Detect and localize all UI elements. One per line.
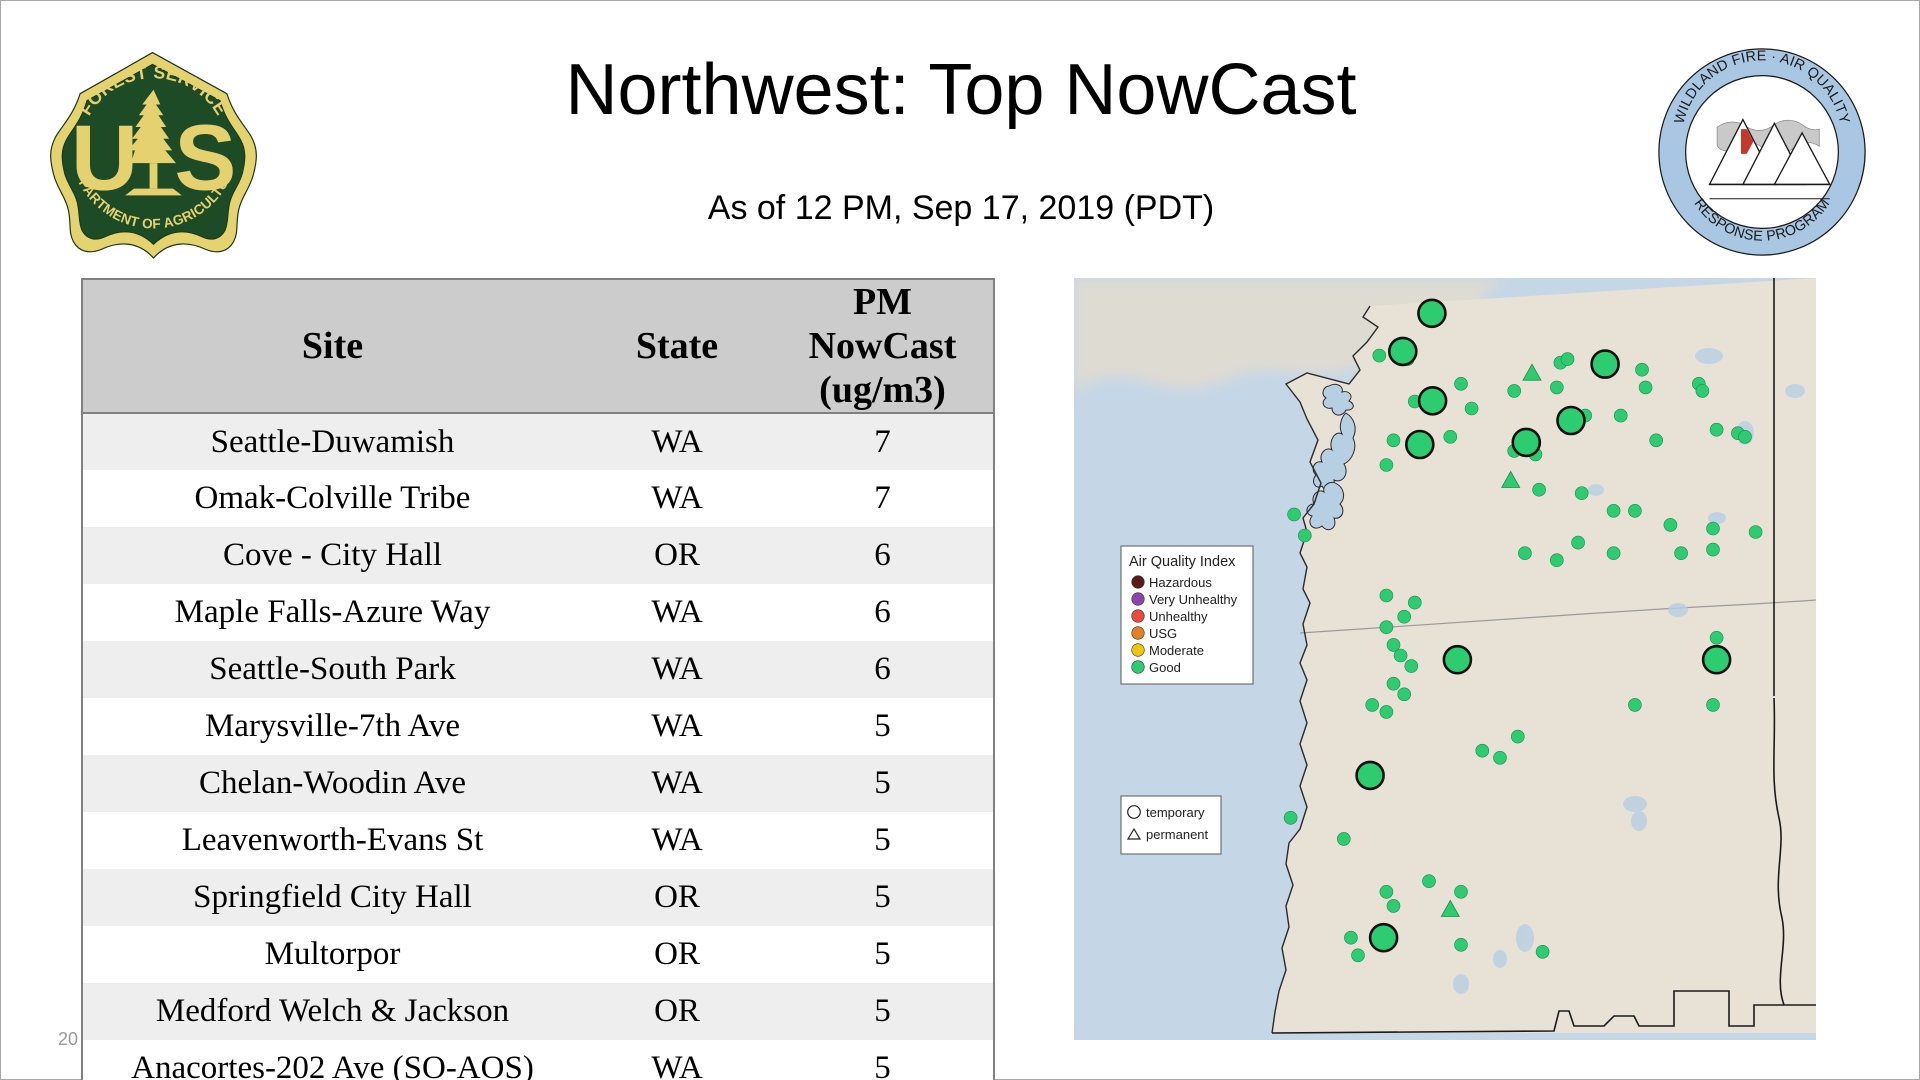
svg-text:Hazardous: Hazardous bbox=[1149, 575, 1212, 590]
svg-text:USG: USG bbox=[1149, 626, 1177, 641]
svg-text:temporary: temporary bbox=[1146, 805, 1205, 820]
svg-text:Very Unhealthy: Very Unhealthy bbox=[1149, 592, 1238, 607]
svg-text:permanent: permanent bbox=[1146, 827, 1209, 842]
svg-text:Moderate: Moderate bbox=[1149, 643, 1204, 658]
svg-text:Air Quality Index: Air Quality Index bbox=[1129, 554, 1236, 570]
svg-text:Unhealthy: Unhealthy bbox=[1149, 609, 1208, 624]
svg-text:Good: Good bbox=[1149, 660, 1181, 675]
